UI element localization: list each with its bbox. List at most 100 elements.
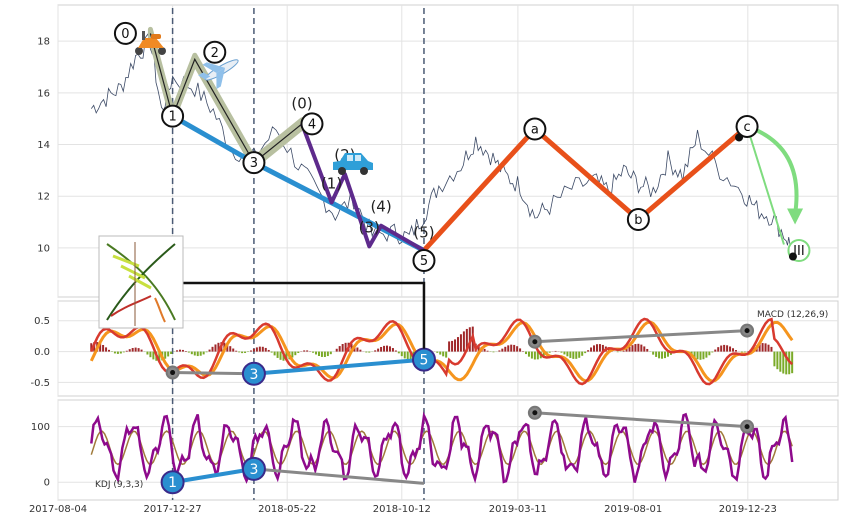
macd-histogram-bar xyxy=(652,351,655,355)
macd-histogram-bar xyxy=(99,343,102,352)
macd-histogram-bar xyxy=(785,351,788,375)
macd-histogram-bar xyxy=(717,347,720,352)
macd-histogram-bar xyxy=(388,346,391,352)
macd-histogram-bar xyxy=(779,351,782,372)
macd-histogram-bar xyxy=(184,351,187,352)
divergence-marker-dot xyxy=(170,370,176,376)
divergence-marker: 3 xyxy=(241,456,266,481)
macd-histogram-bar xyxy=(702,351,705,360)
x-tick-label: 2019-03-11 xyxy=(489,504,547,515)
macd-histogram-bar xyxy=(152,351,155,360)
macd-histogram-bar xyxy=(137,348,140,352)
macd-histogram-bar xyxy=(285,351,288,361)
macd-histogram-bar xyxy=(525,351,527,355)
macd-histogram-bar xyxy=(442,351,445,357)
macd-histogram-bar xyxy=(255,347,258,352)
macd-histogram-bar xyxy=(178,349,181,352)
macd-histogram-bar xyxy=(335,348,338,352)
macd-histogram-bar xyxy=(773,351,776,367)
macd-histogram-bar xyxy=(102,344,105,352)
macd-histogram-bar xyxy=(575,351,578,359)
macd-histogram-bar xyxy=(451,340,454,352)
macd-divergence-line-mid xyxy=(253,357,425,376)
macd-histogram-bar xyxy=(409,351,412,361)
macd-histogram-bar xyxy=(320,351,323,357)
macd-histogram-bar xyxy=(655,351,658,357)
macd-histogram-bar xyxy=(149,351,152,358)
macd-histogram-bar xyxy=(193,351,196,356)
forecast-arrow-straight xyxy=(746,126,785,245)
macd-histogram-bar xyxy=(572,351,575,359)
macd-histogram-bar xyxy=(196,351,199,357)
divergence-marker-label: 3 xyxy=(249,367,258,383)
dna-thumbnail-icon xyxy=(98,235,184,329)
macd-histogram-bar xyxy=(776,351,779,370)
macd-histogram-bar xyxy=(226,344,229,352)
x-tick-label: 2019-12-23 xyxy=(719,504,777,515)
macd-histogram-bar xyxy=(323,351,326,358)
wave-label-a: a xyxy=(523,117,547,141)
macd-histogram-bar xyxy=(341,344,344,352)
macd-histogram-bar xyxy=(312,351,315,353)
macd-histogram-bar xyxy=(616,351,619,353)
wave-label-text: 0 xyxy=(121,27,129,42)
wave-label-0: 0 xyxy=(113,21,137,45)
connector-line xyxy=(183,281,426,349)
macd-histogram-bar xyxy=(187,351,190,353)
macd-divergence-line-right xyxy=(534,329,748,344)
macd-histogram-bar xyxy=(527,351,530,357)
macd-histogram-bar xyxy=(581,351,584,356)
macd-histogram-bar xyxy=(554,350,557,352)
macd-histogram-bar xyxy=(119,351,122,354)
wave-label-3: 3 xyxy=(242,151,266,175)
macd-histogram-bar xyxy=(519,348,522,352)
wave-label-c: c xyxy=(735,114,759,138)
macd-histogram-bar xyxy=(128,349,131,352)
macd-histogram-bar xyxy=(131,348,134,352)
macd-histogram-bar xyxy=(140,349,143,352)
macd-histogram-bar xyxy=(791,351,794,374)
x-tick-label: 2018-05-22 xyxy=(258,504,316,515)
wave-label-b: b xyxy=(626,207,650,231)
macd-histogram-bar xyxy=(631,345,634,352)
wave-c-dot xyxy=(735,133,744,142)
macd-histogram-bar xyxy=(569,351,572,358)
macd-histogram-bar xyxy=(584,351,587,354)
macd-histogram-bar xyxy=(326,351,329,357)
forecast-arrowhead xyxy=(787,208,804,225)
wave-label-text: b xyxy=(634,213,642,228)
macd-histogram-bar xyxy=(258,346,261,352)
macd-histogram-bar xyxy=(770,346,773,352)
divergence-marker-circle xyxy=(241,361,266,386)
macd-histogram-bar xyxy=(116,351,119,354)
macd-histogram-bar xyxy=(394,350,397,352)
macd-histogram-bar xyxy=(436,351,439,353)
macd-histogram-bar xyxy=(542,351,545,357)
macd-histogram-bar xyxy=(368,351,371,353)
macd-histogram-bar xyxy=(661,351,664,359)
wave-label-text: 1 xyxy=(168,110,176,125)
macd-histogram-bar xyxy=(252,348,255,352)
macd-histogram-bar xyxy=(279,351,282,360)
macd-histogram-bar xyxy=(190,351,193,355)
wave-label-III: III xyxy=(787,238,811,262)
macd-histogram-bar xyxy=(338,346,341,352)
macd-histogram-bar xyxy=(595,344,598,352)
x-tick-label: 2017-08-04 xyxy=(29,504,87,515)
macd-histogram-bar xyxy=(238,351,241,353)
macd-histogram-bar xyxy=(356,347,359,352)
scooter-icon xyxy=(135,31,166,55)
subwave-label: (0) xyxy=(291,94,312,112)
subwave-label: (1) xyxy=(321,174,342,192)
macd-histogram-bar xyxy=(386,345,389,352)
macd-histogram-bar xyxy=(359,349,362,352)
macd-histogram-bar xyxy=(276,351,279,358)
macd-histogram-bar xyxy=(743,351,746,353)
sub-wave-line xyxy=(300,123,425,253)
car-icon xyxy=(333,153,373,175)
macd-histogram-bar xyxy=(445,351,448,358)
wave-label-circle xyxy=(300,112,324,136)
y-tick-label-macd: 0.0 xyxy=(34,347,50,358)
y-tick-label-macd: -0.5 xyxy=(30,378,50,389)
